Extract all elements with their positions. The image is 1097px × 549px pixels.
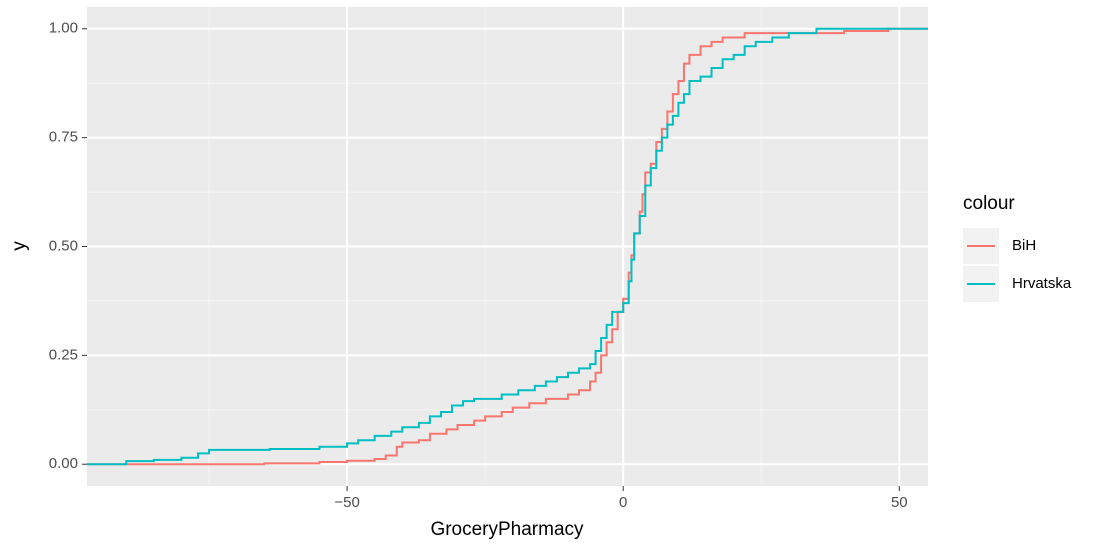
y-axis-label: y: [9, 241, 30, 251]
y-tick-label: 0.50: [49, 237, 78, 254]
x-tick-label: 50: [891, 494, 908, 511]
grid: [87, 7, 928, 486]
y-tick-label: 0.75: [49, 129, 78, 146]
legend-title: colour: [963, 193, 1015, 214]
x-tick-label: 0: [619, 494, 627, 511]
legend: BiH Hrvatska: [963, 228, 1072, 302]
legend-label: BiH: [1012, 237, 1036, 254]
lines: [87, 27, 928, 466]
y-tick-label: 0.25: [49, 346, 78, 363]
ecdf-line: [87, 27, 928, 466]
y-tick-label: 0.00: [49, 455, 78, 472]
y-tick-label: 1.00: [49, 20, 78, 37]
legend-label: Hrvatska: [1012, 275, 1072, 292]
ecdf-line: [87, 27, 928, 466]
x-tick-label: −50: [334, 494, 359, 511]
x-axis-label: GroceryPharmacy: [430, 519, 584, 540]
